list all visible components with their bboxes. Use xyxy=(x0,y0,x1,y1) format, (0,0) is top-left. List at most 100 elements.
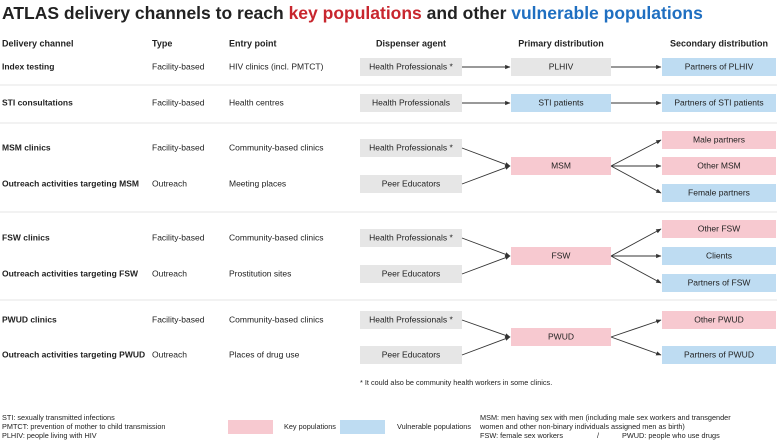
primary-label: PLHIV xyxy=(549,61,574,71)
dispenser-label: Health Professionals * xyxy=(369,61,453,71)
legend-swatch xyxy=(228,420,273,434)
definition: PWUD: people who use drugs xyxy=(622,431,720,440)
title: ATLAS delivery channels to reach key pop… xyxy=(2,3,703,23)
secondary-label: Partners of STI patients xyxy=(674,97,763,107)
dispenser-label: Health Professionals * xyxy=(369,232,453,242)
dispenser-label: Health Professionals * xyxy=(369,142,453,152)
arrow xyxy=(610,165,662,194)
header: Secondary distribution xyxy=(670,38,768,48)
secondary-box xyxy=(662,58,776,76)
secondary-label: Partners of PWUD xyxy=(684,349,754,359)
secondary-label: Partners of FSW xyxy=(688,277,751,287)
channel: FSW clinics xyxy=(2,232,50,242)
primary-label: PWUD xyxy=(548,331,574,341)
dispenser-box xyxy=(360,175,462,193)
secondary-label: Other PWUD xyxy=(694,314,744,324)
type: Facility-based xyxy=(152,61,205,71)
entry-point: Community-based clinics xyxy=(229,314,323,324)
secondary-label: Clients xyxy=(706,250,732,260)
channel: Index testing xyxy=(2,61,54,71)
entry-point: Places of drug use xyxy=(229,349,300,359)
secondary-label: Other FSW xyxy=(698,223,741,233)
abbreviation: STI: sexually transmitted infections xyxy=(2,413,115,422)
channel: Outreach activities targeting PWUD xyxy=(2,349,145,359)
title-middle: and other xyxy=(422,3,511,23)
secondary-box xyxy=(662,157,776,175)
definition: FSW: female sex workers xyxy=(480,431,563,440)
header: Delivery channel xyxy=(2,38,74,48)
title-vulnerable: vulnerable populations xyxy=(511,3,703,23)
primary-label: MSM xyxy=(551,160,571,170)
arrow xyxy=(461,165,511,185)
primary-label: FSW xyxy=(552,250,571,260)
title-prefix: ATLAS delivery channels to reach xyxy=(2,3,289,23)
entry-point: Meeting places xyxy=(229,178,286,188)
arrow xyxy=(610,336,662,356)
dispenser-box xyxy=(360,58,462,76)
title-key: key populations xyxy=(289,3,422,23)
secondary-label: Other MSM xyxy=(697,160,740,170)
header: Entry point xyxy=(229,38,277,48)
channel: STI consultations xyxy=(2,97,73,107)
entry-point: Health centres xyxy=(229,97,284,107)
footnote: * It could also be community health work… xyxy=(360,378,552,387)
channel: Outreach activities targeting FSW xyxy=(2,268,139,278)
dispenser-box xyxy=(360,265,462,283)
dispenser-label: Health Professionals * xyxy=(369,314,453,324)
channel: Outreach activities targeting MSM xyxy=(2,178,139,188)
header: Primary distribution xyxy=(518,38,604,48)
secondary-box xyxy=(662,184,776,202)
type: Outreach xyxy=(152,178,187,188)
primary-box xyxy=(511,157,611,175)
legend-swatch xyxy=(340,420,385,434)
secondary-label: Male partners xyxy=(693,134,745,144)
secondary-box xyxy=(662,131,776,149)
arrow xyxy=(461,255,511,275)
type: Facility-based xyxy=(152,232,205,242)
primary-label: STI patients xyxy=(538,97,583,107)
secondary-box xyxy=(662,311,776,329)
diagram-body: Index testing Facility-based HIV clinics (… xyxy=(0,58,777,364)
secondary-box xyxy=(662,247,776,265)
channel: PWUD clinics xyxy=(2,314,57,324)
dispenser-box xyxy=(360,139,462,157)
secondary-box xyxy=(662,220,776,238)
entry-point: Prostitution sites xyxy=(229,268,291,278)
type: Facility-based xyxy=(152,97,205,107)
primary-box xyxy=(511,328,611,346)
definition: women and other non-binary individuals a… xyxy=(479,422,685,431)
legend-label: Key populations xyxy=(284,422,336,431)
definition: MSM: men having sex with men (including … xyxy=(480,413,731,422)
channel: MSM clinics xyxy=(2,142,51,152)
dispenser-box xyxy=(360,229,462,247)
dispenser-label: Peer Educators xyxy=(382,178,441,188)
arrow xyxy=(610,228,662,257)
type: Facility-based xyxy=(152,314,205,324)
secondary-box xyxy=(662,274,776,292)
dispenser-label: Health Professionals xyxy=(372,97,450,107)
dispenser-box xyxy=(360,311,462,329)
header: Type xyxy=(152,38,172,48)
dispenser-box xyxy=(360,94,462,112)
arrow xyxy=(610,319,662,338)
primary-box xyxy=(511,94,611,112)
arrow xyxy=(461,336,511,356)
secondary-box xyxy=(662,94,776,112)
arrow xyxy=(610,255,662,284)
type: Outreach xyxy=(152,349,187,359)
abbreviation: PMTCT: prevention of mother to child tra… xyxy=(2,422,165,431)
secondary-box xyxy=(662,346,776,364)
secondary-label: Partners of PLHIV xyxy=(685,61,754,71)
primary-box xyxy=(511,247,611,265)
primary-box xyxy=(511,58,611,76)
arrow xyxy=(461,147,511,167)
arrow xyxy=(610,139,662,167)
separator: / xyxy=(597,431,600,440)
entry-point: Community-based clinics xyxy=(229,142,323,152)
dispenser-label: Peer Educators xyxy=(382,268,441,278)
abbreviation: PLHIV: people living with HIV xyxy=(2,431,97,440)
arrow xyxy=(461,319,511,338)
header: Dispenser agent xyxy=(376,38,446,48)
type: Outreach xyxy=(152,268,187,278)
